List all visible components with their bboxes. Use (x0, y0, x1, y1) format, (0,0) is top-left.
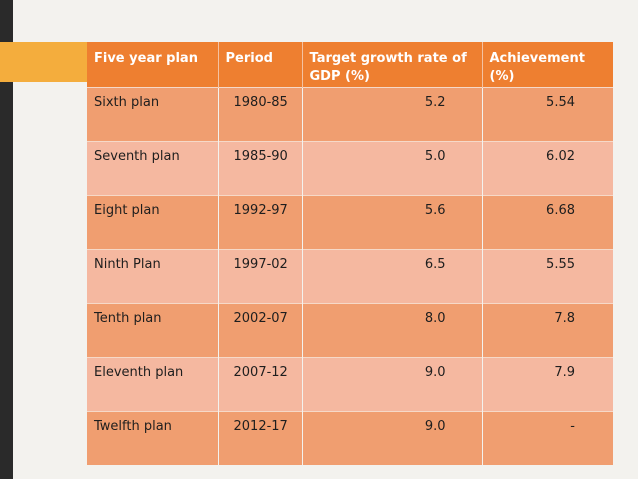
cell-period: 1992-97 (218, 194, 303, 249)
table-header-row: Five year plan Period Target growth rate… (87, 42, 613, 87)
cell-achievement: 5.55 (482, 248, 613, 303)
cell-period: 1985-90 (218, 140, 303, 195)
cell-target: 5.0 (302, 140, 483, 195)
cell-plan: Seventh plan (87, 140, 219, 195)
table-row: Twelfth plan 2012-17 9.0 - (87, 410, 613, 465)
cell-achievement: 5.54 (482, 86, 613, 141)
cell-plan: Ninth Plan (87, 248, 219, 303)
accent-tab (0, 42, 95, 82)
cell-achievement: 6.68 (482, 194, 613, 249)
left-decorative-bar (0, 0, 13, 479)
cell-achievement: - (482, 410, 613, 465)
header-achievement: Achievement (%) (482, 42, 613, 87)
cell-target: 5.6 (302, 194, 483, 249)
table-row: Ninth Plan 1997-02 6.5 5.55 (87, 248, 613, 303)
cell-target: 5.2 (302, 86, 483, 141)
cell-plan: Eleventh plan (87, 356, 219, 411)
five-year-plan-table: Five year plan Period Target growth rate… (87, 42, 613, 465)
cell-period: 1980-85 (218, 86, 303, 141)
header-period: Period (218, 42, 303, 87)
cell-target: 9.0 (302, 410, 483, 465)
cell-period: 2007-12 (218, 356, 303, 411)
cell-achievement: 7.8 (482, 302, 613, 357)
cell-target: 8.0 (302, 302, 483, 357)
cell-plan: Sixth plan (87, 86, 219, 141)
cell-achievement: 7.9 (482, 356, 613, 411)
cell-period: 1997-02 (218, 248, 303, 303)
cell-target: 9.0 (302, 356, 483, 411)
table-row: Eleventh plan 2007-12 9.0 7.9 (87, 356, 613, 411)
header-target: Target growth rate of GDP (%) (302, 42, 483, 87)
cell-achievement: 6.02 (482, 140, 613, 195)
cell-plan: Twelfth plan (87, 410, 219, 465)
cell-plan: Tenth plan (87, 302, 219, 357)
table-row: Seventh plan 1985-90 5.0 6.02 (87, 140, 613, 195)
cell-period: 2002-07 (218, 302, 303, 357)
cell-plan: Eight plan (87, 194, 219, 249)
cell-target: 6.5 (302, 248, 483, 303)
table-row: Tenth plan 2002-07 8.0 7.8 (87, 302, 613, 357)
table-row: Eight plan 1992-97 5.6 6.68 (87, 194, 613, 249)
header-plan: Five year plan (87, 42, 219, 87)
table-row: Sixth plan 1980-85 5.2 5.54 (87, 86, 613, 141)
cell-period: 2012-17 (218, 410, 303, 465)
